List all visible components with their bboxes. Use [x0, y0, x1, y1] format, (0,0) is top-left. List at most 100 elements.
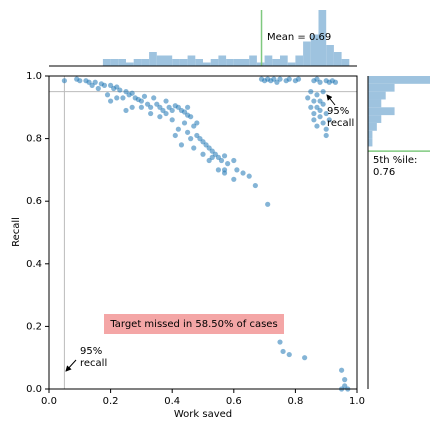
hist-bar [368, 99, 382, 108]
point [277, 76, 283, 82]
hist-bar [141, 59, 150, 66]
hist-bar [118, 59, 126, 66]
hist-bar [249, 55, 257, 66]
point [178, 142, 185, 148]
point [308, 104, 314, 110]
point [240, 170, 246, 176]
point [151, 95, 157, 101]
hist-bar [149, 52, 157, 66]
point [326, 117, 332, 123]
x-axis-label: Work saved [174, 409, 232, 420]
hist-bar [280, 55, 288, 66]
x-tick-label: 0.8 [287, 396, 303, 407]
annotation: 95% recall [80, 346, 108, 369]
point [320, 120, 326, 126]
point [117, 87, 123, 93]
point [61, 78, 67, 84]
hist-bar [164, 55, 173, 66]
point [114, 95, 120, 101]
point [185, 104, 191, 110]
point [332, 79, 339, 85]
y-tick-label: 1.0 [26, 71, 42, 82]
hist-bar [295, 55, 304, 66]
y-tick-label: 0.6 [26, 196, 42, 207]
hist-bar [256, 62, 265, 66]
hist-bar [218, 55, 227, 66]
hist-bar [368, 130, 373, 139]
point [141, 93, 148, 99]
point [308, 89, 314, 95]
hist-bar [333, 52, 342, 66]
point [169, 107, 175, 114]
point [129, 90, 135, 96]
point [295, 76, 302, 82]
hist-bar [368, 91, 386, 100]
point [320, 89, 326, 95]
hist-bar [368, 138, 373, 147]
point [185, 129, 191, 135]
hist-bar [326, 45, 334, 66]
point [323, 132, 329, 139]
axes-frame [48, 75, 358, 390]
point [221, 153, 228, 159]
annotation: 95% recall [327, 106, 355, 129]
hist-bar [133, 59, 142, 66]
point [286, 351, 292, 358]
hist-bar [318, 10, 327, 66]
point [104, 92, 111, 98]
point [218, 157, 225, 164]
point [175, 126, 181, 132]
point [317, 114, 323, 120]
point [234, 167, 240, 173]
hist-bar [368, 83, 395, 92]
point [280, 348, 286, 355]
point [157, 114, 163, 120]
annotation: Target missed in 58.50% of cases [109, 319, 277, 330]
mean-label: Mean = 0.69 [267, 32, 332, 43]
point [129, 104, 135, 110]
y-tick-label: 0.0 [26, 384, 42, 395]
point [225, 161, 231, 167]
hist-bar [195, 59, 203, 66]
point [342, 377, 348, 383]
y-tick-label: 0.8 [26, 134, 42, 145]
point [252, 182, 258, 189]
point [311, 98, 317, 104]
point [314, 92, 320, 98]
x-tick-label: 0.2 [103, 396, 119, 407]
point [231, 157, 237, 164]
hist-bar [233, 59, 242, 66]
hist-bar [187, 55, 196, 66]
point [323, 110, 329, 117]
point [277, 339, 283, 345]
point [163, 98, 169, 104]
point [305, 95, 311, 101]
point [120, 95, 126, 101]
hist-bar [156, 55, 165, 66]
x-tick-label: 0.4 [164, 396, 180, 407]
point [148, 104, 154, 110]
hist-bar [272, 59, 280, 66]
x-tick-label: 1.0 [349, 396, 365, 407]
hist-bar [368, 107, 395, 116]
point [339, 367, 345, 373]
point [221, 170, 228, 176]
point [314, 123, 320, 129]
point [302, 355, 308, 361]
hist-bar [264, 55, 273, 66]
point [169, 117, 175, 123]
point [95, 85, 101, 92]
point [317, 79, 323, 85]
arrow [65, 359, 77, 372]
point [138, 104, 144, 110]
point [323, 126, 329, 132]
point [286, 76, 292, 82]
point [191, 145, 197, 151]
hist-bar [341, 59, 350, 66]
hist-bar [368, 122, 377, 131]
point [200, 151, 206, 157]
hist-bar [226, 59, 234, 66]
point [172, 132, 178, 139]
percentile-label: 5th %ile: 0.76 [373, 155, 418, 178]
